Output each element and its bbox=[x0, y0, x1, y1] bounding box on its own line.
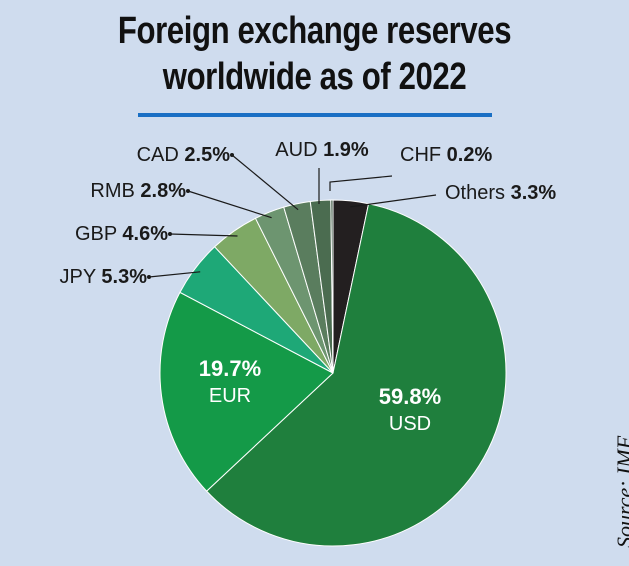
data-label-aud: AUD 1.9% bbox=[275, 139, 369, 161]
data-label-name-eur: EUR bbox=[209, 385, 251, 407]
leader-dot-cad bbox=[230, 153, 234, 157]
title-line-2: worldwide as of 2022 bbox=[162, 56, 467, 98]
data-label-gbp: GBP 4.6% bbox=[75, 223, 168, 245]
title-underline bbox=[138, 113, 492, 117]
data-label-value-eur: 19.7% bbox=[199, 356, 261, 381]
title-line-1: Foreign exchange reserves bbox=[117, 10, 512, 52]
data-label-others: Others 3.3% bbox=[445, 182, 556, 204]
leader-line-rmb bbox=[187, 190, 272, 219]
pie-slice-usd bbox=[205, 203, 507, 547]
leader-line-others bbox=[350, 194, 437, 208]
data-label-value-usd: 59.8% bbox=[379, 384, 441, 409]
leader-dot-gbp bbox=[168, 232, 172, 236]
data-label-name-usd: USD bbox=[389, 413, 431, 435]
data-label-cad: CAD 2.5% bbox=[137, 144, 231, 166]
data-label-chf: CHF 0.2% bbox=[400, 144, 492, 166]
leader-line-cad bbox=[231, 154, 299, 211]
leader-line-gbp bbox=[169, 233, 238, 237]
leader-dot-jpy bbox=[147, 275, 151, 279]
leader-dot-rmb bbox=[186, 189, 190, 193]
leader-line-jpy bbox=[148, 271, 201, 278]
chart-title: Foreign exchange reserves worldwide as o… bbox=[0, 8, 629, 100]
leader-line-chf bbox=[329, 175, 393, 191]
pie-slice-eur bbox=[159, 291, 334, 492]
source-note: Source: IMF bbox=[612, 435, 629, 548]
pie-slice-chf bbox=[330, 199, 334, 374]
data-label-jpy: JPY 5.3% bbox=[60, 266, 148, 288]
data-label-rmb: RMB 2.8% bbox=[90, 180, 186, 202]
